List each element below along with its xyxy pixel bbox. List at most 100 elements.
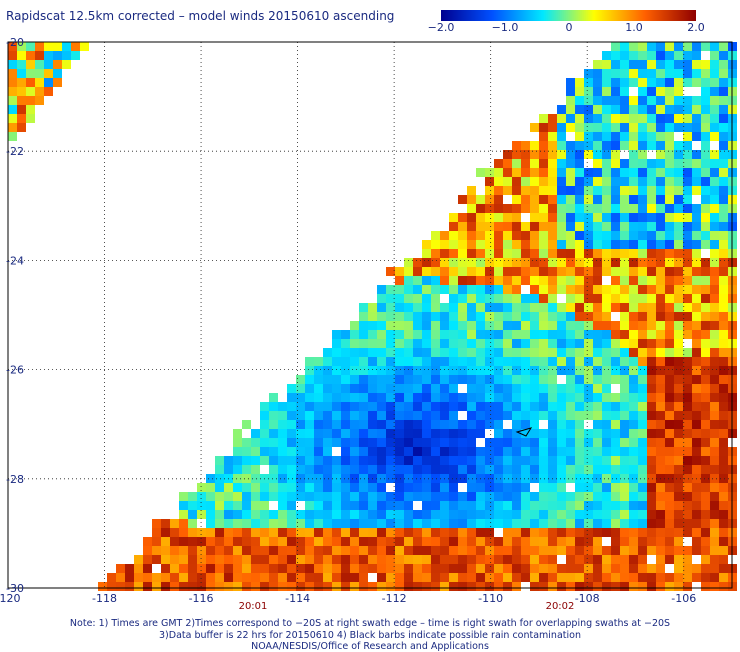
wind-cell xyxy=(341,582,350,591)
wind-cell xyxy=(557,285,566,294)
wind-cell xyxy=(665,186,674,195)
wind-cell xyxy=(674,411,683,420)
wind-cell xyxy=(611,429,620,438)
wind-cell xyxy=(710,501,719,510)
wind-cell xyxy=(377,456,386,465)
wind-cell xyxy=(557,303,566,312)
wind-cell xyxy=(665,474,674,483)
wind-cell xyxy=(377,294,386,303)
wind-cell xyxy=(377,483,386,492)
wind-cell xyxy=(719,294,728,303)
wind-cell xyxy=(476,321,485,330)
wind-cell xyxy=(701,303,710,312)
wind-cell xyxy=(656,411,665,420)
wind-cell xyxy=(269,528,278,537)
wind-cell xyxy=(350,429,359,438)
wind-cell xyxy=(332,330,341,339)
wind-cell xyxy=(665,195,674,204)
wind-cell xyxy=(305,438,314,447)
wind-cell xyxy=(575,555,584,564)
wind-cell xyxy=(611,195,620,204)
wind-cell xyxy=(224,537,233,546)
wind-cell xyxy=(602,474,611,483)
wind-cell xyxy=(305,555,314,564)
wind-cell xyxy=(224,555,233,564)
wind-cell xyxy=(629,150,638,159)
wind-cell xyxy=(503,159,512,168)
wind-cell xyxy=(215,564,224,573)
wind-cell xyxy=(359,411,368,420)
wind-cell xyxy=(404,447,413,456)
wind-cell xyxy=(701,195,710,204)
latitude-tick-label: -26 xyxy=(6,364,24,377)
wind-cell xyxy=(656,123,665,132)
wind-cell xyxy=(215,510,224,519)
wind-cell xyxy=(395,276,404,285)
wind-cell xyxy=(584,87,593,96)
wind-cell xyxy=(701,348,710,357)
wind-cell xyxy=(629,114,638,123)
wind-cell xyxy=(449,294,458,303)
wind-cell xyxy=(350,339,359,348)
wind-cell xyxy=(287,465,296,474)
wind-cells xyxy=(8,42,737,591)
wind-cell xyxy=(566,528,575,537)
wind-cell xyxy=(557,312,566,321)
wind-cell xyxy=(35,42,44,51)
wind-cell xyxy=(602,519,611,528)
wind-cell xyxy=(584,267,593,276)
wind-cell xyxy=(467,213,476,222)
wind-cell xyxy=(656,222,665,231)
wind-cell xyxy=(233,510,242,519)
wind-cell xyxy=(377,393,386,402)
wind-cell xyxy=(512,465,521,474)
wind-cell xyxy=(386,528,395,537)
wind-cell xyxy=(602,96,611,105)
wind-cell xyxy=(287,537,296,546)
wind-cell xyxy=(512,438,521,447)
wind-cell xyxy=(683,258,692,267)
wind-cell xyxy=(395,429,404,438)
wind-cell xyxy=(719,78,728,87)
wind-cell xyxy=(521,465,530,474)
swath-time-label: 20:01 xyxy=(239,601,268,612)
wind-cell xyxy=(710,285,719,294)
wind-cell xyxy=(539,276,548,285)
wind-cell xyxy=(8,105,17,114)
wind-cell xyxy=(224,510,233,519)
wind-cell xyxy=(629,213,638,222)
wind-cell xyxy=(224,456,233,465)
wind-cell xyxy=(683,285,692,294)
wind-cell xyxy=(485,483,494,492)
wind-cell xyxy=(647,348,656,357)
wind-cell xyxy=(278,546,287,555)
wind-cell xyxy=(629,492,638,501)
wind-cell xyxy=(530,195,539,204)
wind-cell xyxy=(494,555,503,564)
wind-cell xyxy=(593,537,602,546)
wind-cell xyxy=(422,294,431,303)
wind-cell xyxy=(593,348,602,357)
wind-cell xyxy=(557,492,566,501)
wind-cell xyxy=(260,483,269,492)
wind-cell xyxy=(620,159,629,168)
wind-cell xyxy=(296,537,305,546)
wind-cell xyxy=(629,177,638,186)
wind-cell xyxy=(548,582,557,591)
wind-cell xyxy=(611,492,620,501)
wind-cell xyxy=(8,60,17,69)
wind-cell xyxy=(611,42,620,51)
wind-cell xyxy=(710,150,719,159)
wind-cell xyxy=(377,357,386,366)
wind-cell xyxy=(620,240,629,249)
wind-cell xyxy=(701,213,710,222)
wind-cell xyxy=(530,573,539,582)
wind-cell xyxy=(296,510,305,519)
wind-cell xyxy=(719,456,728,465)
wind-cell xyxy=(530,249,539,258)
wind-cell xyxy=(719,195,728,204)
wind-cell xyxy=(629,528,638,537)
wind-cell xyxy=(656,141,665,150)
wind-cell xyxy=(719,546,728,555)
wind-cell xyxy=(494,429,503,438)
